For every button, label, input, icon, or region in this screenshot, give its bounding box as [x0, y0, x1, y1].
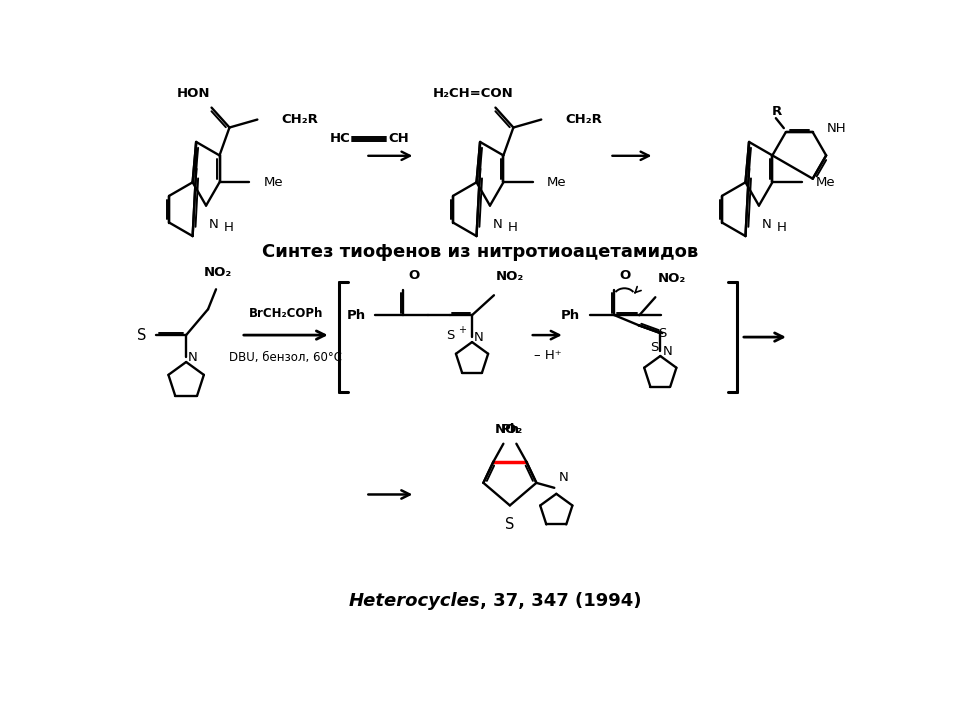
Text: Me: Me — [547, 176, 566, 189]
Text: N: N — [474, 330, 484, 343]
Text: S: S — [446, 329, 454, 342]
Text: H₂CH=CON: H₂CH=CON — [433, 86, 514, 99]
Text: +: + — [458, 325, 467, 335]
Text: – H⁺: – H⁺ — [534, 349, 562, 362]
Text: Heterocycles: Heterocycles — [348, 592, 480, 610]
Text: BrCH₂COPh: BrCH₂COPh — [249, 307, 323, 320]
Text: NO₂: NO₂ — [204, 266, 232, 279]
Text: N: N — [188, 351, 198, 364]
Text: R: R — [772, 105, 781, 118]
Text: H: H — [777, 220, 787, 233]
Text: HON: HON — [177, 86, 210, 99]
Text: Me: Me — [816, 176, 836, 189]
Text: N: N — [493, 217, 503, 230]
Text: H: H — [508, 220, 517, 233]
Text: NH: NH — [827, 122, 847, 135]
Text: Ph: Ph — [347, 309, 366, 322]
Text: , 37, 347 (1994): , 37, 347 (1994) — [480, 592, 641, 610]
Text: N: N — [559, 471, 568, 484]
Text: S: S — [137, 328, 146, 343]
Text: Me: Me — [263, 176, 283, 189]
Text: H: H — [224, 220, 234, 233]
Text: HC: HC — [329, 132, 350, 145]
Text: N: N — [762, 217, 772, 230]
Text: S: S — [505, 518, 515, 532]
Text: DBU, бензол, 60°C: DBU, бензол, 60°C — [229, 351, 343, 364]
Text: CH₂R: CH₂R — [565, 113, 602, 126]
Text: NO₂: NO₂ — [658, 272, 685, 285]
Text: S: S — [650, 341, 659, 354]
Text: Ph: Ph — [561, 309, 580, 322]
Text: Ph: Ph — [501, 423, 520, 436]
Text: O: O — [408, 269, 420, 282]
Text: Синтез тиофенов из нитротиоацетамидов: Синтез тиофенов из нитротиоацетамидов — [262, 243, 698, 261]
Text: CH₂R: CH₂R — [281, 113, 318, 126]
Text: S: S — [659, 327, 666, 340]
Text: N: N — [662, 345, 672, 358]
Text: NO₂: NO₂ — [496, 270, 524, 283]
Text: O: O — [619, 269, 631, 282]
Text: NO₂: NO₂ — [495, 423, 523, 436]
Text: N: N — [209, 217, 219, 230]
Text: CH: CH — [389, 132, 409, 145]
